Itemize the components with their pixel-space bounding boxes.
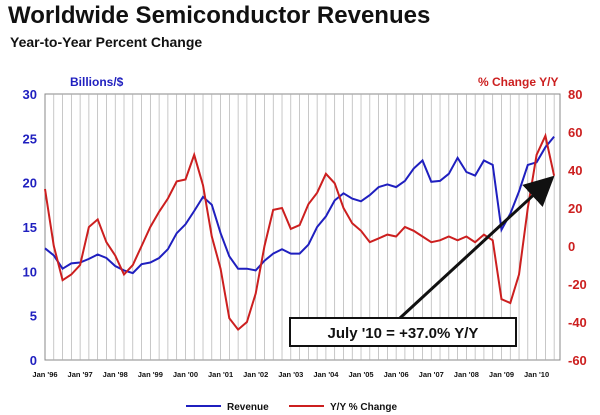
annotation-text: July '10 = +37.0% Y/Y xyxy=(328,325,479,342)
right-tick-label: -60 xyxy=(568,353,587,368)
right-axis-ticks: -60 -40 -20 0 20 40 60 80 xyxy=(568,87,587,368)
right-axis-label: % Change Y/Y xyxy=(478,75,558,89)
x-tick-label: Jan '07 xyxy=(419,370,444,379)
left-tick-label: 5 xyxy=(30,309,37,324)
x-tick-label: Jan '09 xyxy=(489,370,514,379)
x-tick-label: Jan '03 xyxy=(278,370,303,379)
x-tick-label: Jan '10 xyxy=(524,370,549,379)
x-tick-label: Jan '04 xyxy=(313,370,339,379)
left-tick-label: 20 xyxy=(23,176,37,191)
x-tick-label: Jan '01 xyxy=(208,370,233,379)
series-line-change xyxy=(44,132,556,332)
annotation-arrow xyxy=(398,175,555,320)
left-tick-label: 30 xyxy=(23,87,37,102)
x-tick-label: Jan '96 xyxy=(32,370,57,379)
x-tick-label: Jan '98 xyxy=(103,370,128,379)
left-tick-label: 10 xyxy=(23,264,37,279)
right-tick-label: -20 xyxy=(568,277,587,292)
plot-area xyxy=(44,93,561,361)
left-tick-label: 15 xyxy=(23,220,37,235)
right-tick-label: 80 xyxy=(568,87,582,102)
x-tick-label: Jan '08 xyxy=(454,370,479,379)
x-tick-label: Jan '99 xyxy=(138,370,163,379)
page-title: Worldwide Semiconductor Revenues xyxy=(8,2,431,29)
page-subtitle: Year-to-Year Percent Change xyxy=(10,34,203,50)
right-tick-label: 20 xyxy=(568,201,582,216)
right-tick-label: 40 xyxy=(568,163,582,178)
left-axis-label: Billions/$ xyxy=(70,75,124,89)
right-tick-label: -40 xyxy=(568,315,587,330)
vertical-grid xyxy=(53,94,555,360)
left-axis-ticks: 0 5 10 15 20 25 30 xyxy=(23,87,37,368)
legend-label-revenue: Revenue xyxy=(227,402,269,413)
right-tick-label: 0 xyxy=(568,239,575,254)
x-axis-ticks: Jan '96 Jan '97 Jan '98 Jan '99 Jan '00 Jan '… xyxy=(32,370,549,379)
legend-label-change: Y/Y % Change xyxy=(330,402,397,413)
annotation-box xyxy=(289,317,517,347)
left-tick-label: 0 xyxy=(30,353,37,368)
right-tick-label: 60 xyxy=(568,125,582,140)
x-tick-label: Jan '06 xyxy=(384,370,409,379)
series-line-revenue xyxy=(44,135,555,275)
x-tick-label: Jan '00 xyxy=(173,370,198,379)
x-tick-label: Jan '05 xyxy=(348,370,373,379)
left-tick-label: 25 xyxy=(23,131,37,146)
x-tick-label: Jan '02 xyxy=(243,370,268,379)
x-tick-label: Jan '97 xyxy=(68,370,93,379)
